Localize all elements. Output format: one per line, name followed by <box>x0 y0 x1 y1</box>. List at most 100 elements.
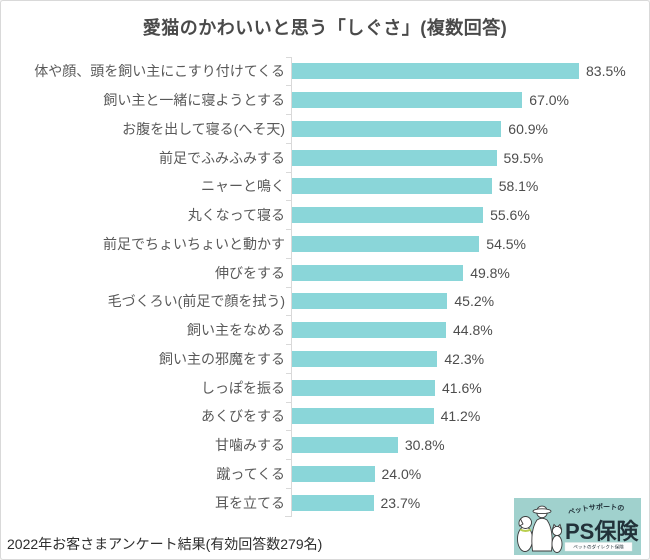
bar-cell: 54.5% <box>286 229 645 259</box>
bar <box>292 235 480 252</box>
bar-cell: 24.0% <box>286 459 645 489</box>
value-label: 54.5% <box>486 235 526 252</box>
axis-tick <box>286 315 292 317</box>
axis-tick <box>286 430 292 432</box>
bar-cell: 49.8% <box>286 257 645 287</box>
bar-cell: 45.2% <box>286 286 645 316</box>
bar <box>292 379 435 396</box>
axis-tick <box>286 200 292 202</box>
bar-cell: 23.7% <box>286 487 645 517</box>
bar-cell: 44.8% <box>286 315 645 345</box>
value-label: 24.0% <box>381 465 422 482</box>
chart-row: ニャーと鳴く 58.1% <box>1 171 645 201</box>
chart-row: しっぽを振る 41.6% <box>1 372 645 402</box>
axis-tick <box>286 85 292 87</box>
axis-tick <box>286 401 292 403</box>
chart-row: 甘噛みする 30.8% <box>1 430 645 460</box>
bar <box>292 293 448 310</box>
category-label: 耳を立てる <box>215 494 285 511</box>
value-label: 49.8% <box>470 264 510 281</box>
dog-icon <box>517 516 533 552</box>
category-label: 飼い主の邪魔をする <box>159 350 285 367</box>
value-label: 30.8% <box>404 437 445 454</box>
category-label: ニャーと鳴く <box>201 178 285 195</box>
logo-banner <box>564 542 633 552</box>
category-label: 飼い主をなめる <box>187 322 285 339</box>
category-label: 甘噛みする <box>215 437 285 454</box>
bar <box>292 264 464 281</box>
bar-cell: 60.9% <box>286 114 645 144</box>
value-label: 60.9% <box>508 120 548 137</box>
chart-row: あくびをする 41.2% <box>1 401 645 431</box>
chart-row: 伸びをする 49.8% <box>1 257 645 287</box>
bar-cell: 67.0% <box>286 85 645 115</box>
bar-cell: 83.5% <box>286 56 645 86</box>
value-label: 41.2% <box>440 408 481 425</box>
axis-tick <box>286 487 292 489</box>
axis-tick <box>286 459 292 460</box>
category-label: 丸くなって寝る <box>187 207 285 224</box>
bar-cell: 55.6% <box>286 200 645 230</box>
category-label: 前足でちょいちょいと動かす <box>103 235 285 252</box>
chart-title: 愛猫のかわいいと思う「しぐさ」(複数回答) <box>142 18 508 38</box>
chart-row: 前足でふみふみする 59.5% <box>1 142 645 172</box>
category-label: 体や顔、頭を飼い主にこすり付けてくる <box>34 63 285 80</box>
chart-row: 飼い主と一緒に寝ようとする 67.0% <box>1 85 645 115</box>
bar <box>292 178 492 195</box>
value-label: 67.0% <box>529 92 569 109</box>
category-label: 飼い主と一緒に寝ようとする <box>103 92 285 109</box>
source-note: 2022年お客さまアンケート結果(有効回答数279名) <box>7 536 323 552</box>
axis-tick <box>286 56 292 58</box>
axis-tick <box>286 372 292 374</box>
axis-tick <box>286 257 292 259</box>
category-label: 前足でふみふみする <box>159 149 285 166</box>
value-label: 45.2% <box>454 293 495 310</box>
chart-row: 前足でちょいちょいと動かす 54.5% <box>1 229 645 259</box>
value-label: 23.7% <box>380 494 421 511</box>
logo-tagline-bottom: ペットのダイレクト保険 <box>573 544 624 551</box>
bar <box>292 465 375 482</box>
chart-row: 体や顔、頭を飼い主にこすり付けてくる 83.5% <box>1 56 645 86</box>
bar-chart: 体や顔、頭を飼い主にこすり付けてくる 83.5% 飼い主と一緒に寝ようとする 6… <box>1 56 645 517</box>
category-label: お腹を出して寝る(へそ天) <box>122 120 285 137</box>
category-label: 毛づくろい(前足で顔を拭う) <box>107 293 285 310</box>
value-label: 42.3% <box>444 350 485 367</box>
chart-row: 飼い主の邪魔をする 42.3% <box>1 344 645 374</box>
bar <box>292 494 374 511</box>
bar <box>292 350 438 367</box>
bar <box>292 63 579 80</box>
value-label: 58.1% <box>498 178 539 195</box>
bar <box>292 92 523 109</box>
value-label: 59.5% <box>503 149 544 166</box>
bar-cell: 30.8% <box>286 430 645 460</box>
bar-cell: 41.2% <box>286 401 645 431</box>
bar <box>292 149 497 166</box>
value-label: 41.6% <box>442 379 482 396</box>
category-label: しっぽを振る <box>201 379 285 396</box>
axis-tick <box>286 229 292 230</box>
chart-row: 丸くなって寝る 55.6% <box>1 200 645 230</box>
bar <box>292 322 446 339</box>
axis-tick <box>286 142 292 144</box>
bar <box>292 437 398 454</box>
bar-cell: 41.6% <box>286 372 645 402</box>
value-label: 83.5% <box>586 63 626 80</box>
bar-cell: 58.1% <box>286 171 645 201</box>
value-label: 44.8% <box>453 322 493 339</box>
bar <box>292 120 502 137</box>
category-label: 蹴ってくる <box>216 465 285 482</box>
category-label: あくびをする <box>201 408 285 425</box>
bar <box>292 408 434 425</box>
bar <box>292 207 484 224</box>
axis-tick <box>286 114 292 115</box>
chart-row: 蹴ってくる 24.0% <box>1 459 645 489</box>
chart-row: 毛づくろい(前足で顔を拭う) 45.2% <box>1 286 645 316</box>
category-label: 伸びをする <box>215 264 285 281</box>
bar-cell: 42.3% <box>286 344 645 374</box>
cat-icon <box>551 523 563 553</box>
chart-row: お腹を出して寝る(へそ天) 60.9% <box>1 114 645 144</box>
axis-tick <box>286 171 292 173</box>
chart-row: 飼い主をなめる 44.8% <box>1 315 645 345</box>
ps-insurance-logo: ペットサポートの PS保険 ペットのダイレクト保険 <box>514 498 641 555</box>
